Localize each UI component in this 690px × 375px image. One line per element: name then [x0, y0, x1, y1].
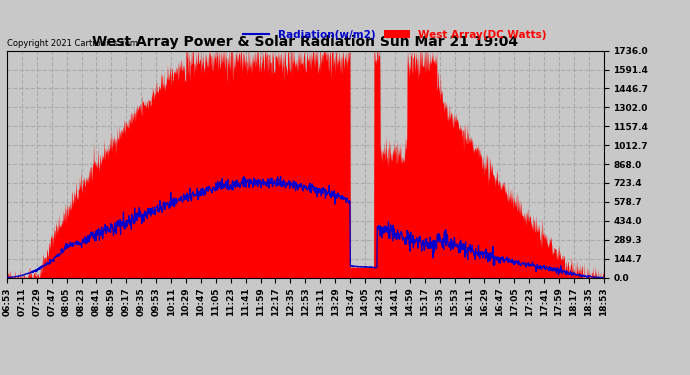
Text: Copyright 2021 Cartronics.com: Copyright 2021 Cartronics.com [8, 39, 139, 48]
Legend: Radiation(w/m2), West Array(DC Watts): Radiation(w/m2), West Array(DC Watts) [244, 30, 546, 40]
Title: West Array Power & Solar Radiation Sun Mar 21 19:04: West Array Power & Solar Radiation Sun M… [92, 36, 518, 50]
